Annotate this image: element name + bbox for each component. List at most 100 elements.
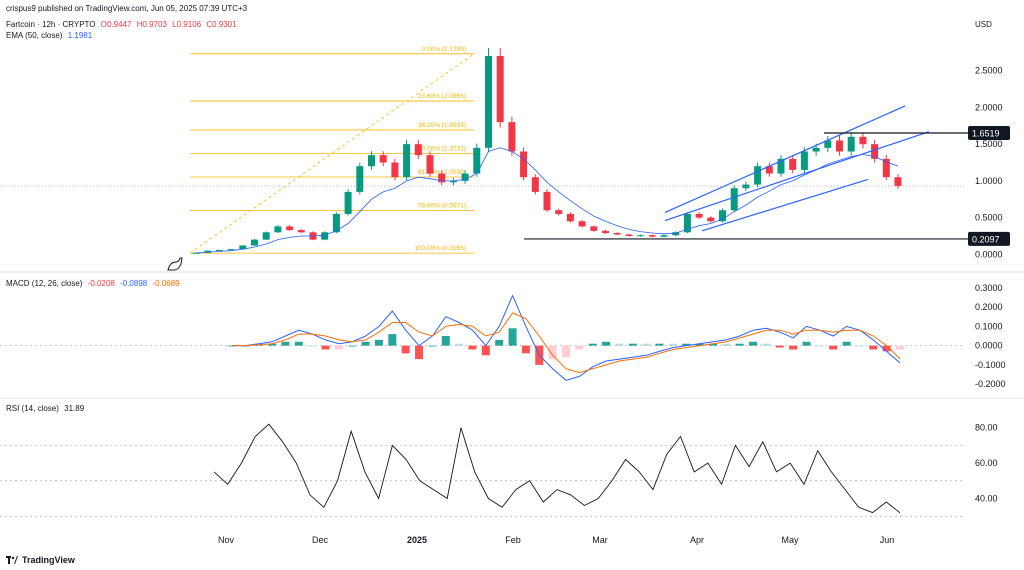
macd-histogram-bar bbox=[308, 345, 317, 347]
price-candle bbox=[660, 235, 668, 237]
macd-histogram-bar bbox=[401, 345, 410, 354]
fib-level-label: 78.60% (0.5971) bbox=[418, 202, 466, 209]
price-candle bbox=[555, 210, 563, 214]
time-axis-label: Mar bbox=[592, 535, 608, 545]
price-candle bbox=[648, 235, 656, 237]
level-badge-label: 0.2097 bbox=[972, 234, 1000, 244]
rsi-tick-label: 60.00 bbox=[975, 458, 998, 468]
price-candle bbox=[543, 191, 551, 211]
ema-value: 1.1981 bbox=[67, 31, 93, 40]
macd-histogram-bar bbox=[668, 343, 677, 346]
channel-middle-line bbox=[664, 131, 930, 222]
macd-histogram-bar bbox=[268, 343, 277, 346]
macd-histogram-bar bbox=[695, 343, 704, 346]
fib-trend-line bbox=[189, 53, 475, 254]
macd-histogram-bar bbox=[802, 341, 811, 346]
macd-histogram-bar bbox=[588, 343, 597, 346]
macd-histogram-bar bbox=[281, 341, 290, 346]
price-candle bbox=[215, 249, 223, 251]
tradingview-brand-label: TradingView bbox=[22, 555, 75, 565]
channel-lower-line bbox=[701, 178, 869, 232]
publish-info: crispus9 published on TradingView.com, J… bbox=[6, 4, 248, 13]
price-candle bbox=[836, 140, 843, 152]
price-candle bbox=[719, 210, 726, 222]
price-candle bbox=[368, 155, 375, 167]
ohlc-open: O0.9447 bbox=[100, 20, 132, 29]
time-axis-label: Jun bbox=[880, 535, 895, 545]
price-candle bbox=[227, 249, 235, 251]
macd-histogram-bar bbox=[855, 345, 864, 347]
macd-histogram-bar bbox=[762, 343, 771, 346]
price-candle bbox=[473, 147, 481, 174]
price-candle bbox=[754, 166, 762, 185]
price-candle bbox=[251, 239, 258, 246]
price-candle bbox=[414, 144, 422, 156]
macd-histogram-bar bbox=[495, 339, 504, 346]
price-candle bbox=[695, 213, 703, 218]
macd-histogram-bar bbox=[749, 341, 758, 346]
fib-level-label: 100.00% (0.0165) bbox=[414, 245, 466, 252]
macd-histogram-bar bbox=[415, 345, 424, 360]
macd-histogram-bar bbox=[882, 345, 891, 352]
price-candle bbox=[403, 144, 411, 178]
price-candle bbox=[297, 230, 305, 233]
fib-level-label: 23.60% (2.0865) bbox=[418, 93, 466, 100]
ohlc-low: L0.9106 bbox=[172, 20, 202, 29]
price-candle bbox=[812, 147, 820, 152]
price-candle bbox=[824, 140, 832, 148]
macd-histogram-bar bbox=[521, 345, 530, 354]
price-candle bbox=[800, 151, 808, 170]
macd-line-value: -0.0898 bbox=[120, 279, 148, 288]
macd-histogram-bar bbox=[682, 343, 691, 346]
price-candle bbox=[765, 166, 773, 174]
fib-level-label: 50.00% (1.3732) bbox=[418, 145, 466, 152]
macd-hist-value: -0.0208 bbox=[87, 279, 115, 288]
price-candle bbox=[485, 56, 492, 148]
price-candle bbox=[379, 155, 387, 163]
rsi-value: 31.89 bbox=[64, 404, 85, 413]
price-tick-label: 0.0000 bbox=[975, 249, 1003, 259]
tradingview-brand: TradingView bbox=[6, 555, 75, 565]
price-candle bbox=[777, 158, 785, 174]
price-candle bbox=[192, 252, 200, 254]
time-axis-label: Nov bbox=[218, 535, 235, 545]
price-candle bbox=[461, 173, 469, 181]
price-candle bbox=[625, 234, 633, 236]
time-axis-label: Dec bbox=[312, 535, 329, 545]
macd-tick-label: -0.1000 bbox=[975, 360, 1006, 370]
price-candle bbox=[321, 232, 329, 240]
macd-histogram-bar bbox=[615, 343, 624, 346]
price-candle bbox=[613, 233, 621, 235]
level-badge bbox=[968, 125, 1010, 140]
price-candle bbox=[859, 136, 867, 145]
symbol-info: Fartcoin · 12h · CRYPTO O0.9447 H0.9703 … bbox=[6, 20, 240, 29]
currency-label: USD bbox=[975, 20, 992, 29]
price-tick-label: 0.5000 bbox=[975, 213, 1003, 223]
price-candle bbox=[566, 213, 574, 222]
macd-histogram-bar bbox=[896, 345, 904, 350]
macd-histogram-bar bbox=[334, 345, 343, 350]
price-tick-label: 1.0000 bbox=[975, 176, 1003, 186]
macd-histogram-bar bbox=[869, 345, 878, 350]
ema-label: EMA (50, close) bbox=[6, 31, 63, 40]
time-axis-label: Apr bbox=[690, 535, 704, 545]
macd-histogram-bar bbox=[481, 345, 490, 356]
price-candle bbox=[847, 136, 855, 152]
symbol-label: Fartcoin · 12h · CRYPTO bbox=[6, 20, 96, 29]
macd-tick-label: 0.3000 bbox=[975, 283, 1003, 293]
price-tick-label: 1.5000 bbox=[975, 139, 1003, 149]
price-tick-label: 2.0000 bbox=[975, 102, 1003, 112]
channel-upper-line bbox=[664, 105, 906, 214]
price-candle bbox=[531, 177, 539, 192]
price-candle bbox=[262, 232, 270, 240]
macd-histogram-bar bbox=[548, 345, 557, 360]
macd-histogram-bar bbox=[602, 341, 611, 346]
macd-histogram-bar bbox=[789, 345, 798, 350]
price-tick-label: 2.5000 bbox=[975, 66, 1003, 76]
macd-histogram-bar bbox=[508, 328, 517, 346]
rsi-tick-label: 40.00 bbox=[975, 493, 998, 503]
price-candle bbox=[742, 184, 750, 189]
macd-tick-label: 0.0000 bbox=[975, 341, 1003, 351]
macd-signal-value: -0.0689 bbox=[152, 279, 180, 288]
